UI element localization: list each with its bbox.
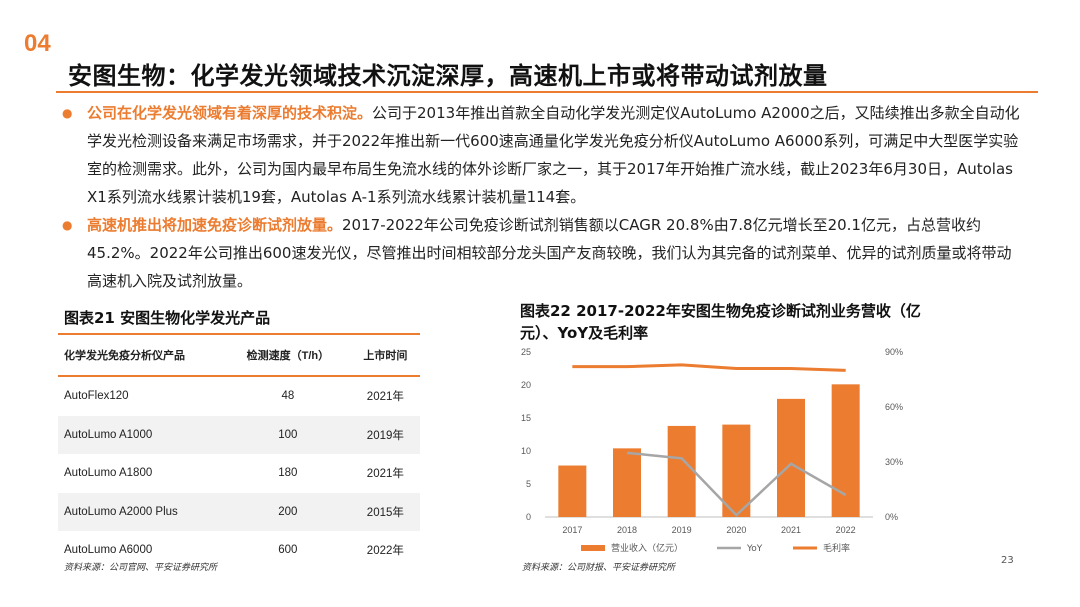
table-cell-product: AutoLumo A6000 xyxy=(64,544,153,557)
table-cell-product: AutoLumo A1800 xyxy=(64,467,153,480)
bullet-list: ● 公司在化学发光领域有着深厚的技术积淀。公司于2013年推出首款全自动化学发光… xyxy=(60,99,1025,295)
page-number: 04 xyxy=(24,30,51,57)
table-title: 图表21 安图生物化学发光产品 xyxy=(64,309,271,327)
table-cell-launch: 2022年 xyxy=(366,545,404,558)
bullet-1-text: 公司于2013年推出首款全自动化学发光测定仪AutoLumo A2000之后，又… xyxy=(87,104,1020,206)
legend-label-yoy: YoY xyxy=(746,544,763,554)
table-row: AutoLumo A1000 100 2019年 xyxy=(58,415,420,454)
bullet-dot-icon: ● xyxy=(62,218,73,232)
y-left-tick-label: 20 xyxy=(521,380,531,390)
bullet-2-text: 2017-2022年公司免疫诊断试剂销售额以CAGR 20.8%由7.8亿元增长… xyxy=(87,216,1012,290)
bar xyxy=(558,465,587,517)
table-row: AutoLumo A2000 Plus 200 2015年 xyxy=(58,492,420,531)
table-cell-speed: 600 xyxy=(278,544,298,557)
x-tick-label: 2020 xyxy=(726,525,746,535)
x-tick-label: 2022 xyxy=(836,525,856,535)
bar xyxy=(777,398,805,517)
table-cell-launch: 2019年 xyxy=(351,415,420,454)
table-cell-product: AutoLumo A1000 xyxy=(58,415,225,454)
legend-label-revenue: 营业收入（亿元） xyxy=(611,542,683,554)
y-left-tick-label: 25 xyxy=(521,347,531,357)
table-source: 资料来源：公司官网、平安证券研究所 xyxy=(64,563,218,573)
table-cell-product: AutoLumo A2000 Plus xyxy=(58,492,225,531)
series-line-gross-margin xyxy=(572,363,846,372)
chart-title: 图表22 2017-2022年安图生物免疫诊断试剂业务营收（亿元）、YoY及毛利… xyxy=(520,302,921,342)
bar xyxy=(831,384,860,517)
legend-swatch-revenue xyxy=(581,545,605,551)
table-cell-product: AutoFlex120 xyxy=(64,390,129,403)
product-table: 化学发光免疫分析仪产品 检测速度（T/h） 上市时间 AutoFlex120 4… xyxy=(58,333,420,570)
table-cell-speed: 180 xyxy=(278,467,298,480)
bullet-2-highlight: 高速机推出将加速免疫诊断试剂放量。 xyxy=(87,216,343,234)
x-tick-label: 2021 xyxy=(781,525,801,535)
table-cell-launch: 2021年 xyxy=(366,391,404,404)
table-cell-speed: 200 xyxy=(225,492,352,531)
table-row: AutoLumo A6000 600 2022年 xyxy=(58,531,420,570)
slide-title: 安图生物：化学发光领域技术沉淀深厚，高速机上市或将带动试剂放量 xyxy=(68,62,828,90)
table-cell-speed: 48 xyxy=(281,390,295,403)
title-underline xyxy=(56,91,1038,93)
table-header-row: 化学发光免疫分析仪产品 检测速度（T/h） 上市时间 xyxy=(58,333,420,377)
table-row: AutoFlex120 48 2021年 xyxy=(58,376,420,416)
y-left-tick-label: 15 xyxy=(521,413,531,423)
y-right-tick-label: 30% xyxy=(885,457,903,467)
table-cell-speed: 100 xyxy=(225,415,352,454)
revenue-chart: 0 5 10 15 20 25 0% 30% 60% 90% 2017 2018 2019 2020 202… xyxy=(521,347,903,554)
chart-source: 资料来源：公司财报、平安证券研究所 xyxy=(522,563,676,573)
legend-label-gross-margin: 毛利率 xyxy=(823,542,850,554)
y-right-tick-label: 60% xyxy=(885,402,903,412)
table-header-product: 化学发光免疫分析仪产品 xyxy=(58,333,225,377)
bar xyxy=(613,448,641,517)
y-right-tick-label: 0% xyxy=(885,512,898,522)
y-left-tick-label: 10 xyxy=(521,446,531,456)
x-tick-label: 2017 xyxy=(562,525,582,535)
bullet-2: ● 高速机推出将加速免疫诊断试剂放量。2017-2022年公司免疫诊断试剂销售额… xyxy=(60,211,1025,295)
bullet-1: ● 公司在化学发光领域有着深厚的技术积淀。公司于2013年推出首款全自动化学发光… xyxy=(60,99,1025,211)
footer-page-number: 23 xyxy=(1001,555,1014,566)
bullet-1-highlight: 公司在化学发光领域有着深厚的技术积淀。 xyxy=(87,104,373,122)
table-cell-launch: 2021年 xyxy=(366,468,404,481)
y-left-tick-label: 0 xyxy=(526,512,531,522)
table-row: AutoLumo A1800 180 2021年 xyxy=(58,454,420,493)
table-header-launch: 上市时间 xyxy=(351,333,420,377)
x-tick-label: 2018 xyxy=(617,525,637,535)
series-line-yoy xyxy=(626,451,847,517)
table-cell-launch: 2015年 xyxy=(351,492,420,531)
y-left-tick-label: 5 xyxy=(526,479,531,489)
bar xyxy=(722,424,751,517)
x-tick-label: 2019 xyxy=(672,525,692,535)
bar xyxy=(667,425,696,517)
bullet-dot-icon: ● xyxy=(62,106,73,120)
y-right-tick-label: 90% xyxy=(885,347,903,357)
table-header-speed: 检测速度（T/h） xyxy=(225,333,352,377)
